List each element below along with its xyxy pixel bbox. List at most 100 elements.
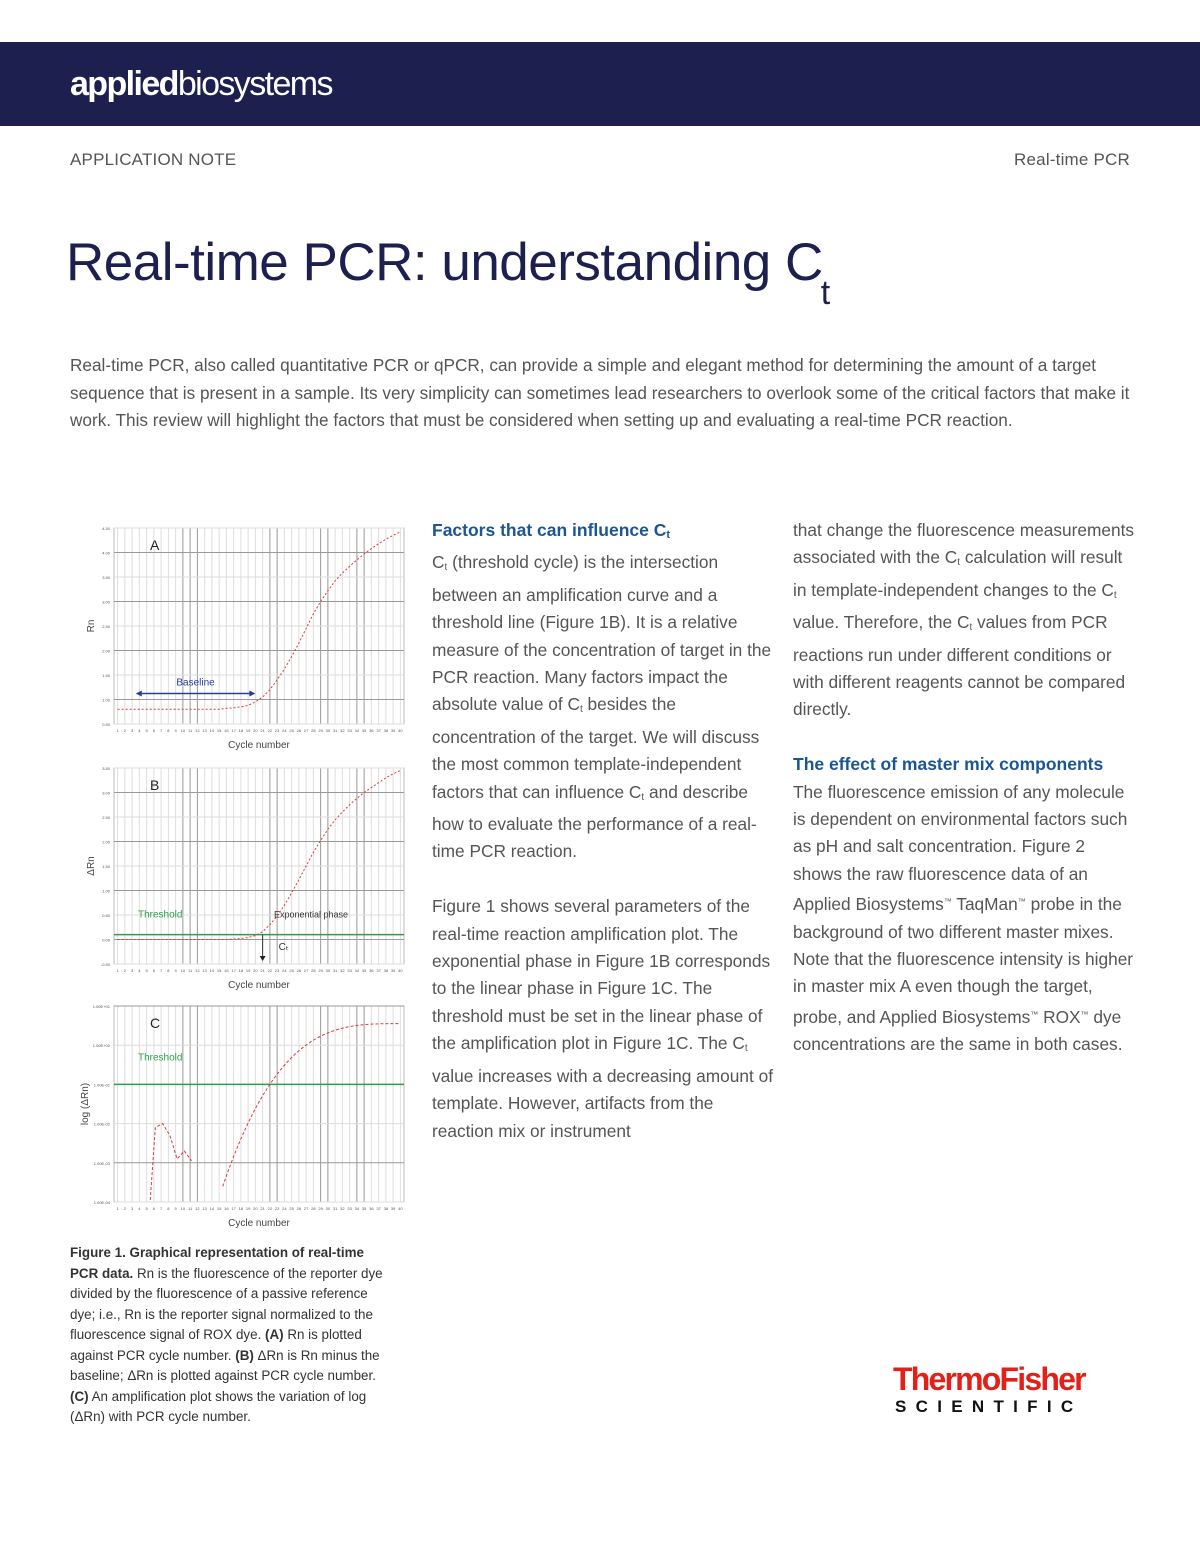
- svg-text:23: 23: [275, 968, 280, 973]
- svg-text:ΔRn: ΔRn: [86, 856, 97, 875]
- svg-text:30: 30: [326, 728, 331, 733]
- svg-text:28: 28: [311, 1206, 316, 1211]
- svg-text:39: 39: [391, 728, 396, 733]
- svg-text:17: 17: [231, 968, 236, 973]
- caption-c-label: (C): [70, 1388, 89, 1404]
- title-text: Real-time PCR: understanding C: [66, 233, 823, 292]
- figure-1c-chart: 1.00E-04 1.00E-03 1.00E-02 1.00E-01 1.00E+00…: [80, 998, 414, 1234]
- caption-body: Rn is the fluorescence of the reporter d…: [70, 1265, 383, 1343]
- svg-text:17: 17: [231, 1206, 236, 1211]
- svg-text:27: 27: [304, 728, 309, 733]
- svg-text:23: 23: [275, 728, 280, 733]
- svg-text:33: 33: [347, 1206, 352, 1211]
- svg-text:24: 24: [282, 1206, 287, 1211]
- svg-text:27: 27: [304, 968, 309, 973]
- svg-text:36: 36: [369, 1206, 374, 1211]
- svg-text:32: 32: [340, 1206, 345, 1211]
- heading-text: Factors that can influence C: [432, 520, 667, 540]
- svg-text:34: 34: [355, 968, 360, 973]
- svg-text:3.00: 3.00: [102, 791, 111, 796]
- svg-text:4.00: 4.00: [102, 551, 111, 556]
- svg-text:1.50: 1.50: [102, 864, 111, 869]
- svg-text:33: 33: [347, 968, 352, 973]
- document-type-label: APPLICATION NOTE: [70, 150, 237, 169]
- svg-text:1: 1: [117, 1206, 120, 1211]
- svg-text:31: 31: [333, 968, 338, 973]
- svg-text:7: 7: [160, 968, 163, 973]
- caption-b: ΔRn is Rn minus the baseline; ΔRn is plo…: [70, 1347, 380, 1384]
- svg-text:27: 27: [304, 1206, 309, 1211]
- svg-text:28: 28: [311, 968, 316, 973]
- svg-text:14: 14: [210, 728, 215, 733]
- svg-text:19: 19: [246, 728, 251, 733]
- svg-text:14: 14: [210, 968, 215, 973]
- svg-text:1: 1: [117, 968, 120, 973]
- caption-b-label: (B): [235, 1347, 254, 1363]
- svg-text:40: 40: [398, 1206, 403, 1211]
- svg-text:5: 5: [146, 1206, 149, 1211]
- svg-text:38: 38: [384, 1206, 389, 1211]
- svg-text:34: 34: [355, 1206, 360, 1211]
- svg-text:Cycle number: Cycle number: [228, 1218, 290, 1229]
- svg-text:21: 21: [260, 728, 265, 733]
- svg-text:2.50: 2.50: [102, 624, 111, 629]
- svg-text:8: 8: [167, 1206, 170, 1211]
- figure-1-caption: Figure 1. Graphical representation of re…: [70, 1243, 395, 1428]
- svg-text:39: 39: [391, 1206, 396, 1211]
- svg-text:14: 14: [210, 1206, 215, 1211]
- svg-text:3.00: 3.00: [102, 600, 111, 605]
- svg-text:22: 22: [268, 968, 273, 973]
- svg-text:Exponential phase: Exponential phase: [274, 909, 348, 919]
- svg-text:37: 37: [376, 728, 381, 733]
- svg-text:1.50: 1.50: [102, 673, 111, 678]
- svg-text:3: 3: [131, 1206, 134, 1211]
- chart-a-svg: 0.501.001.502.002.503.003.504.004.501 2 3 4…: [86, 526, 405, 751]
- svg-text:21: 21: [260, 1206, 265, 1211]
- svg-text:1.00E+01: 1.00E+01: [93, 1004, 111, 1009]
- page-title: Real-time PCR: understanding Ct: [66, 228, 832, 312]
- svg-text:31: 31: [333, 728, 338, 733]
- column-2: Factors that can influence Ct Ct (thresh…: [432, 517, 777, 1172]
- svg-text:24: 24: [282, 968, 287, 973]
- svg-text:26: 26: [297, 968, 302, 973]
- svg-text:25: 25: [289, 728, 294, 733]
- svg-text:-0.50: -0.50: [101, 962, 111, 967]
- svg-text:Cₜ: Cₜ: [279, 942, 289, 953]
- svg-text:6: 6: [153, 968, 156, 973]
- svg-text:35: 35: [362, 968, 367, 973]
- svg-text:1.00E-03: 1.00E-03: [94, 1161, 111, 1166]
- chart-c-svg: 1.00E-04 1.00E-03 1.00E-02 1.00E-01 1.00E+00…: [80, 1004, 405, 1229]
- svg-text:35: 35: [362, 1206, 367, 1211]
- svg-text:0.00: 0.00: [102, 938, 111, 943]
- svg-text:37: 37: [376, 1206, 381, 1211]
- svg-text:38: 38: [384, 728, 389, 733]
- svg-text:B: B: [150, 777, 159, 793]
- svg-text:2.00: 2.00: [102, 649, 111, 654]
- svg-text:31: 31: [333, 1206, 338, 1211]
- caption-c: An amplification plot shows the variatio…: [70, 1388, 367, 1425]
- svg-text:38: 38: [384, 968, 389, 973]
- svg-text:4: 4: [138, 728, 141, 733]
- svg-text:20: 20: [253, 968, 258, 973]
- topic-label: Real-time PCR: [1014, 150, 1130, 169]
- svg-text:4.50: 4.50: [102, 526, 111, 531]
- caption-a-label: (A): [265, 1327, 284, 1342]
- svg-text:23: 23: [275, 1206, 280, 1211]
- thermo-fisher-logo: ThermoFisher SCIENTIFIC: [893, 1362, 1133, 1418]
- svg-text:A: A: [150, 537, 160, 553]
- svg-text:15: 15: [217, 1206, 222, 1211]
- svg-text:25: 25: [289, 1206, 294, 1211]
- svg-text:0.50: 0.50: [102, 913, 111, 918]
- header-band: [0, 42, 1200, 126]
- caption-a: Rn is plotted against PCR cycle number.: [70, 1327, 362, 1363]
- svg-text:4: 4: [138, 1206, 141, 1211]
- svg-text:19: 19: [246, 968, 251, 973]
- svg-text:5: 5: [146, 968, 149, 973]
- svg-text:29: 29: [318, 728, 323, 733]
- svg-text:19: 19: [246, 1206, 251, 1211]
- svg-text:1.00E+00: 1.00E+00: [93, 1043, 111, 1048]
- svg-text:37: 37: [376, 968, 381, 973]
- svg-text:22: 22: [268, 1206, 273, 1211]
- section1-paragraph-2: Figure 1 shows several parameters of the…: [432, 896, 774, 1141]
- figure-1a-chart: 0.50 1.00 1.50 2.00 2.50 3.00 3.50 4.00 4.50 1 2 3 4…: [84, 520, 414, 756]
